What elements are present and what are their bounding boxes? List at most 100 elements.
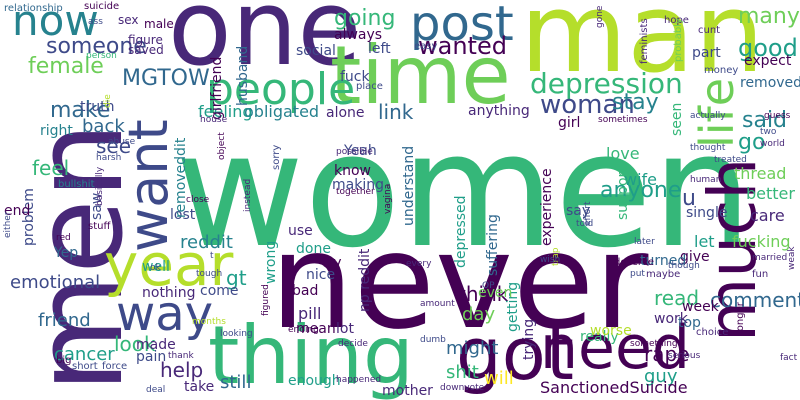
word: support bbox=[615, 166, 631, 220]
word: female bbox=[28, 54, 104, 79]
word: bullshit bbox=[58, 179, 95, 190]
word: worse bbox=[590, 323, 632, 339]
word: thing bbox=[208, 309, 414, 400]
word: guy bbox=[644, 366, 678, 387]
word: told bbox=[576, 219, 594, 229]
word: t bbox=[210, 251, 214, 261]
word: nice bbox=[306, 267, 336, 283]
word: later bbox=[634, 237, 655, 247]
word: think bbox=[458, 282, 509, 306]
word: hope bbox=[664, 15, 689, 26]
word: lost bbox=[170, 207, 196, 223]
word: put bbox=[630, 269, 645, 279]
word: mother bbox=[382, 383, 433, 399]
word: girl bbox=[558, 115, 581, 131]
word: go bbox=[738, 130, 766, 155]
word: vagina bbox=[383, 183, 393, 214]
word: together bbox=[336, 187, 375, 197]
word: husband bbox=[235, 45, 251, 106]
word: Yeah bbox=[344, 143, 377, 159]
word: np reddit bbox=[357, 248, 373, 312]
word: force bbox=[102, 361, 128, 372]
word: deal bbox=[146, 385, 166, 395]
word: removeddit bbox=[173, 137, 189, 218]
word: making bbox=[332, 177, 384, 193]
word: removed bbox=[740, 75, 800, 91]
word: red bbox=[56, 233, 71, 243]
word: stay bbox=[612, 90, 659, 115]
word: two bbox=[760, 127, 777, 137]
word: comments bbox=[710, 288, 800, 312]
word: every bbox=[406, 259, 432, 269]
word: actually bbox=[690, 111, 726, 121]
word: many bbox=[738, 4, 800, 29]
word: look bbox=[114, 332, 156, 356]
word: wrong bbox=[263, 240, 279, 284]
word: enough bbox=[288, 373, 341, 389]
word: stuff bbox=[88, 221, 111, 232]
word: nothing bbox=[142, 285, 196, 301]
word: care bbox=[750, 206, 785, 225]
word: understand bbox=[401, 145, 417, 226]
word: deserve bbox=[614, 257, 655, 268]
word: place bbox=[356, 81, 383, 92]
word: got bbox=[456, 312, 574, 396]
word: way bbox=[116, 286, 214, 342]
word: expect bbox=[744, 53, 792, 69]
word: know bbox=[334, 163, 371, 179]
word: amount bbox=[420, 299, 455, 309]
word: treated bbox=[714, 155, 747, 165]
word: either bbox=[3, 211, 13, 238]
word: done bbox=[296, 241, 331, 257]
word: social bbox=[296, 43, 336, 59]
word: might bbox=[446, 338, 499, 359]
word: married bbox=[752, 253, 788, 263]
word: gt bbox=[226, 266, 247, 290]
word: big bbox=[56, 355, 72, 366]
word: downvote bbox=[440, 383, 485, 393]
word: pill bbox=[298, 304, 322, 323]
word: thank bbox=[168, 351, 194, 361]
word: wanted bbox=[418, 32, 507, 60]
word: thread bbox=[734, 164, 787, 183]
word: let bbox=[694, 232, 715, 251]
word: friend bbox=[38, 310, 91, 331]
word: though bbox=[668, 261, 700, 271]
word: week bbox=[682, 299, 719, 315]
word: money bbox=[704, 65, 739, 76]
word: feel bbox=[32, 156, 70, 180]
word: single bbox=[686, 205, 728, 221]
word: happened bbox=[336, 375, 382, 385]
word: depressed bbox=[453, 195, 469, 268]
word: MGTOW bbox=[122, 66, 210, 91]
word: give bbox=[680, 249, 710, 265]
word: figure bbox=[128, 33, 163, 47]
word: bad bbox=[292, 283, 319, 299]
word: need bbox=[540, 313, 690, 383]
word: man bbox=[520, 0, 765, 97]
word: relationship bbox=[4, 3, 63, 14]
word: try bbox=[322, 255, 342, 271]
word: choice bbox=[696, 327, 729, 338]
word: something bbox=[630, 339, 678, 349]
word: time bbox=[330, 29, 511, 122]
word: saved bbox=[128, 43, 164, 57]
word: sometimes bbox=[598, 115, 648, 125]
word: feminists bbox=[639, 18, 650, 64]
word: sorry bbox=[271, 144, 282, 170]
word: people bbox=[206, 64, 356, 115]
word: made bbox=[136, 337, 176, 353]
word: post bbox=[410, 0, 514, 52]
word: top bbox=[678, 315, 701, 331]
word: really bbox=[580, 329, 619, 345]
word: come bbox=[200, 283, 239, 299]
word: love bbox=[606, 144, 640, 163]
word: months bbox=[192, 317, 226, 327]
word: gone bbox=[595, 5, 605, 28]
word: make bbox=[50, 98, 111, 123]
word: suffering bbox=[485, 214, 501, 276]
word: one bbox=[168, 0, 362, 89]
word: ass bbox=[88, 17, 103, 27]
word: shit bbox=[446, 362, 479, 383]
